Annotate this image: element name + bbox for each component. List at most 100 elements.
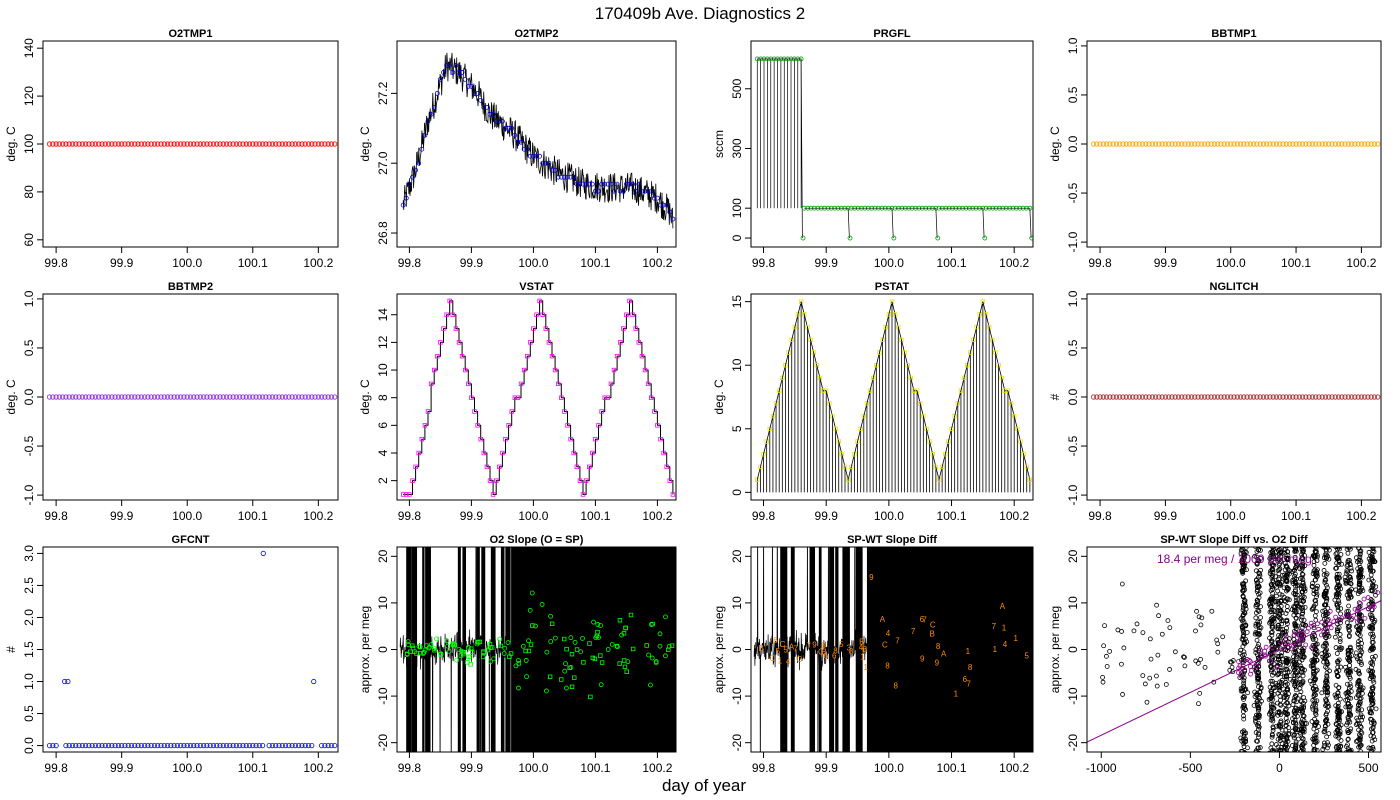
- data-point: [655, 195, 660, 201]
- data-point: [1278, 724, 1284, 730]
- x-tick-label: 99.9: [815, 509, 839, 523]
- data-point: [96, 141, 102, 147]
- data-point: [935, 235, 941, 241]
- data-point: [599, 409, 604, 414]
- data-point: [1375, 141, 1381, 147]
- data-point: [1296, 751, 1298, 752]
- data-point: [1228, 394, 1234, 400]
- data-point: [1269, 594, 1275, 600]
- data-point: [539, 602, 545, 607]
- y-tick-label: -10: [1066, 687, 1080, 705]
- data-point: [1240, 588, 1246, 594]
- y-tick-label: -20: [730, 734, 744, 752]
- data-point: [1243, 550, 1249, 555]
- data-point: [279, 742, 285, 749]
- data-point: [1147, 675, 1153, 681]
- series-line: [935, 208, 938, 239]
- data-point: [458, 648, 464, 654]
- data-point: [1303, 642, 1309, 648]
- data-point: [591, 619, 596, 625]
- data-point: [955, 401, 960, 406]
- plot-area: [1090, 394, 1381, 400]
- data-point: [1242, 658, 1248, 663]
- data-point: [1131, 628, 1137, 634]
- data-point: [933, 464, 939, 470]
- data-point: [1292, 748, 1298, 752]
- data-point: [1255, 679, 1261, 685]
- data-point: [1300, 654, 1306, 660]
- y-tick-label: 100: [22, 134, 36, 154]
- x-tick-label: 99.9: [1154, 509, 1178, 523]
- data-point: [237, 742, 243, 749]
- data-point: [1291, 735, 1297, 741]
- data-point: [1370, 568, 1375, 574]
- data-point: [1268, 638, 1274, 643]
- y-tick-label: -20: [376, 734, 390, 752]
- data-point: [1298, 689, 1304, 695]
- data-point: [187, 141, 194, 147]
- data-point: [1358, 752, 1362, 756]
- data-point: [1336, 625, 1342, 631]
- data-point: [428, 111, 434, 117]
- data-point: [930, 452, 935, 457]
- data-point: [936, 477, 942, 482]
- data-point: [1169, 394, 1175, 400]
- data-point: [1302, 622, 1308, 628]
- data-point: [1296, 394, 1302, 400]
- data-point: [1275, 588, 1281, 594]
- data-point: [434, 636, 439, 642]
- data-point: [661, 450, 666, 456]
- data-point: [164, 394, 171, 400]
- x-tick-label: 100.0: [172, 761, 202, 775]
- data-point: [1337, 753, 1341, 757]
- data-point: [1120, 692, 1125, 697]
- data-point: [556, 381, 561, 387]
- x-tick-label: 99.9: [815, 761, 839, 775]
- data-point: [1283, 647, 1289, 653]
- data-point: [434, 90, 440, 96]
- data-point: [786, 350, 791, 355]
- data-point: [1322, 394, 1329, 400]
- data-point: [1319, 690, 1325, 696]
- data-point: [1347, 681, 1353, 687]
- data-point: [1369, 547, 1374, 549]
- data-point: [1335, 660, 1341, 666]
- y-tick-label: 120: [22, 86, 36, 106]
- data-point: [1278, 653, 1284, 659]
- y-tick-label: 2: [376, 477, 390, 484]
- y-tick-label: 1.0: [1066, 290, 1080, 307]
- data-point: [1240, 637, 1246, 642]
- data-point: [624, 181, 629, 187]
- data-point: [516, 658, 521, 663]
- data-point: [237, 394, 243, 400]
- data-point: [1018, 439, 1023, 444]
- data-label: 5: [1024, 652, 1029, 661]
- data-point: [1365, 394, 1371, 400]
- data-point: [478, 97, 484, 103]
- data-point: [292, 141, 298, 147]
- data-point: [1309, 645, 1315, 650]
- y-tick-label: 1.5: [22, 641, 36, 658]
- data-point: [1354, 721, 1360, 726]
- data-point: [1313, 541, 1317, 545]
- data-point: [214, 394, 220, 400]
- data-point: [1313, 598, 1319, 604]
- data-point: [1136, 141, 1142, 147]
- data-point: [1311, 657, 1317, 662]
- data-point: [761, 452, 766, 457]
- y-tick-label: 0: [730, 646, 744, 653]
- data-point: [204, 141, 210, 147]
- data-point: [755, 477, 760, 482]
- data-point: [1121, 645, 1127, 651]
- data-point: [1283, 679, 1289, 685]
- y-axis-label: deg. C: [4, 126, 18, 162]
- data-point: [1255, 670, 1260, 676]
- y-tick-label: 6: [376, 422, 390, 429]
- data-point: [1322, 726, 1328, 732]
- data-point: [583, 478, 589, 483]
- data-point: [562, 174, 567, 180]
- data-point: [1354, 654, 1360, 660]
- data-point: [1149, 141, 1155, 147]
- data-point: [1312, 613, 1318, 619]
- data-point: [266, 742, 272, 749]
